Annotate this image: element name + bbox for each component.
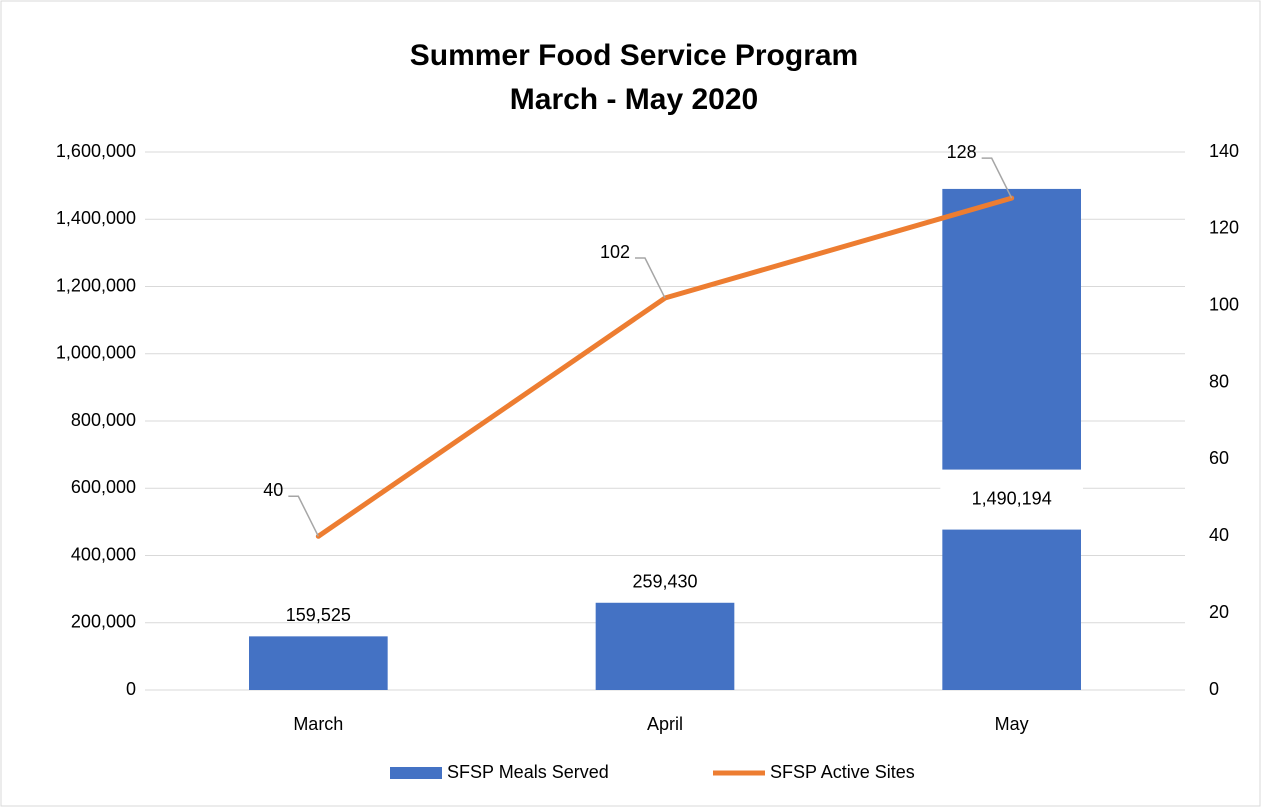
y2-tick-label: 40 (1209, 525, 1229, 545)
y-tick-label: 200,000 (71, 612, 136, 632)
leader-line (288, 495, 320, 537)
bar (249, 636, 388, 690)
bar (942, 188, 1081, 690)
y2-tick-label: 120 (1209, 218, 1239, 238)
data-label: 159,525 (286, 605, 351, 625)
legend-label: SFSP Active Sites (770, 762, 915, 782)
y-tick-label: 1,000,000 (56, 343, 136, 363)
y2-tick-label: 0 (1209, 679, 1219, 699)
leader-line (635, 257, 666, 299)
data-label: 40 (263, 480, 283, 500)
y2-tick-label: 20 (1209, 602, 1229, 622)
y2-tick-label: 100 (1209, 294, 1239, 314)
data-label: 128 (947, 142, 977, 162)
y2-tick-label: 140 (1209, 141, 1239, 161)
y-tick-label: 0 (126, 679, 136, 699)
y-tick-label: 1,200,000 (56, 275, 136, 295)
x-tick-label: March (293, 714, 343, 734)
data-label: 1,490,194 (972, 488, 1052, 508)
y-tick-label: 800,000 (71, 410, 136, 430)
y-tick-label: 400,000 (71, 544, 136, 564)
leader-line (981, 157, 1013, 199)
legend-label: SFSP Meals Served (447, 762, 609, 782)
chart-title: Summer Food Service Program (410, 39, 858, 72)
data-label: 102 (600, 242, 630, 262)
bar (595, 602, 735, 690)
y-tick-label: 1,600,000 (56, 141, 136, 161)
y2-tick-label: 60 (1209, 448, 1229, 468)
chart-subtitle: March - May 2020 (510, 83, 758, 116)
data-label: 259,430 (632, 572, 697, 592)
y-tick-label: 1,400,000 (56, 208, 136, 228)
data-label-bg (940, 469, 1083, 530)
y2-tick-label: 80 (1209, 371, 1229, 391)
y-tick-label: 600,000 (71, 477, 136, 497)
x-tick-label: April (647, 714, 683, 734)
x-tick-label: May (995, 714, 1029, 734)
legend-swatch (390, 767, 442, 779)
